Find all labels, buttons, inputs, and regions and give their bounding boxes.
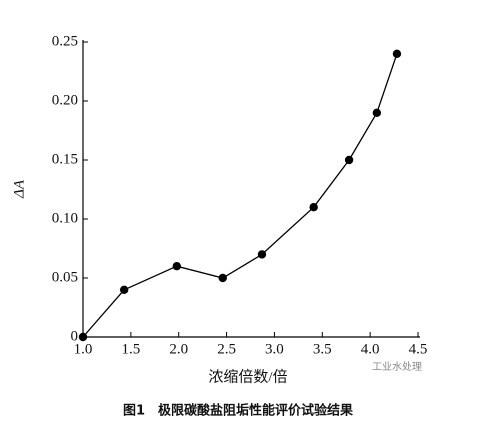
y-tick-label: 0.20 (52, 92, 78, 108)
x-tick-label: 3.5 (313, 341, 332, 357)
x-tick-label: 1.5 (121, 341, 140, 357)
marker (218, 273, 227, 283)
y-tick-label: 0.10 (52, 210, 78, 226)
x-tick-label: 4.0 (361, 341, 380, 357)
marker (392, 49, 402, 58)
marker (78, 332, 88, 342)
x-tick-label: 1.0 (74, 341, 93, 357)
y-tick-label: 0.05 (52, 269, 78, 285)
x-tick-label: 2.0 (169, 341, 188, 357)
marker (119, 285, 129, 294)
y-tick-label: 0.15 (52, 151, 78, 167)
marker (309, 203, 318, 212)
watermark: 工业水处理 (372, 361, 422, 373)
marker (172, 262, 181, 271)
marker (372, 108, 382, 118)
x-axis-label: 浓缩倍数/倍 (208, 368, 287, 385)
marker (257, 250, 267, 259)
x-tick-label: 3.0 (265, 341, 284, 357)
x-tick-label: 4.5 (409, 341, 428, 357)
y-axis-label: ΔA (11, 179, 27, 199)
x-tick-label: 2.5 (217, 341, 236, 357)
marker (344, 155, 354, 165)
y-tick-label: 0 (71, 328, 79, 344)
line (82, 53, 398, 338)
caption: 图1 极限碳酸盐阻垢性能评价试验结果 (123, 403, 353, 419)
y-tick-label: 0.25 (52, 33, 78, 49)
